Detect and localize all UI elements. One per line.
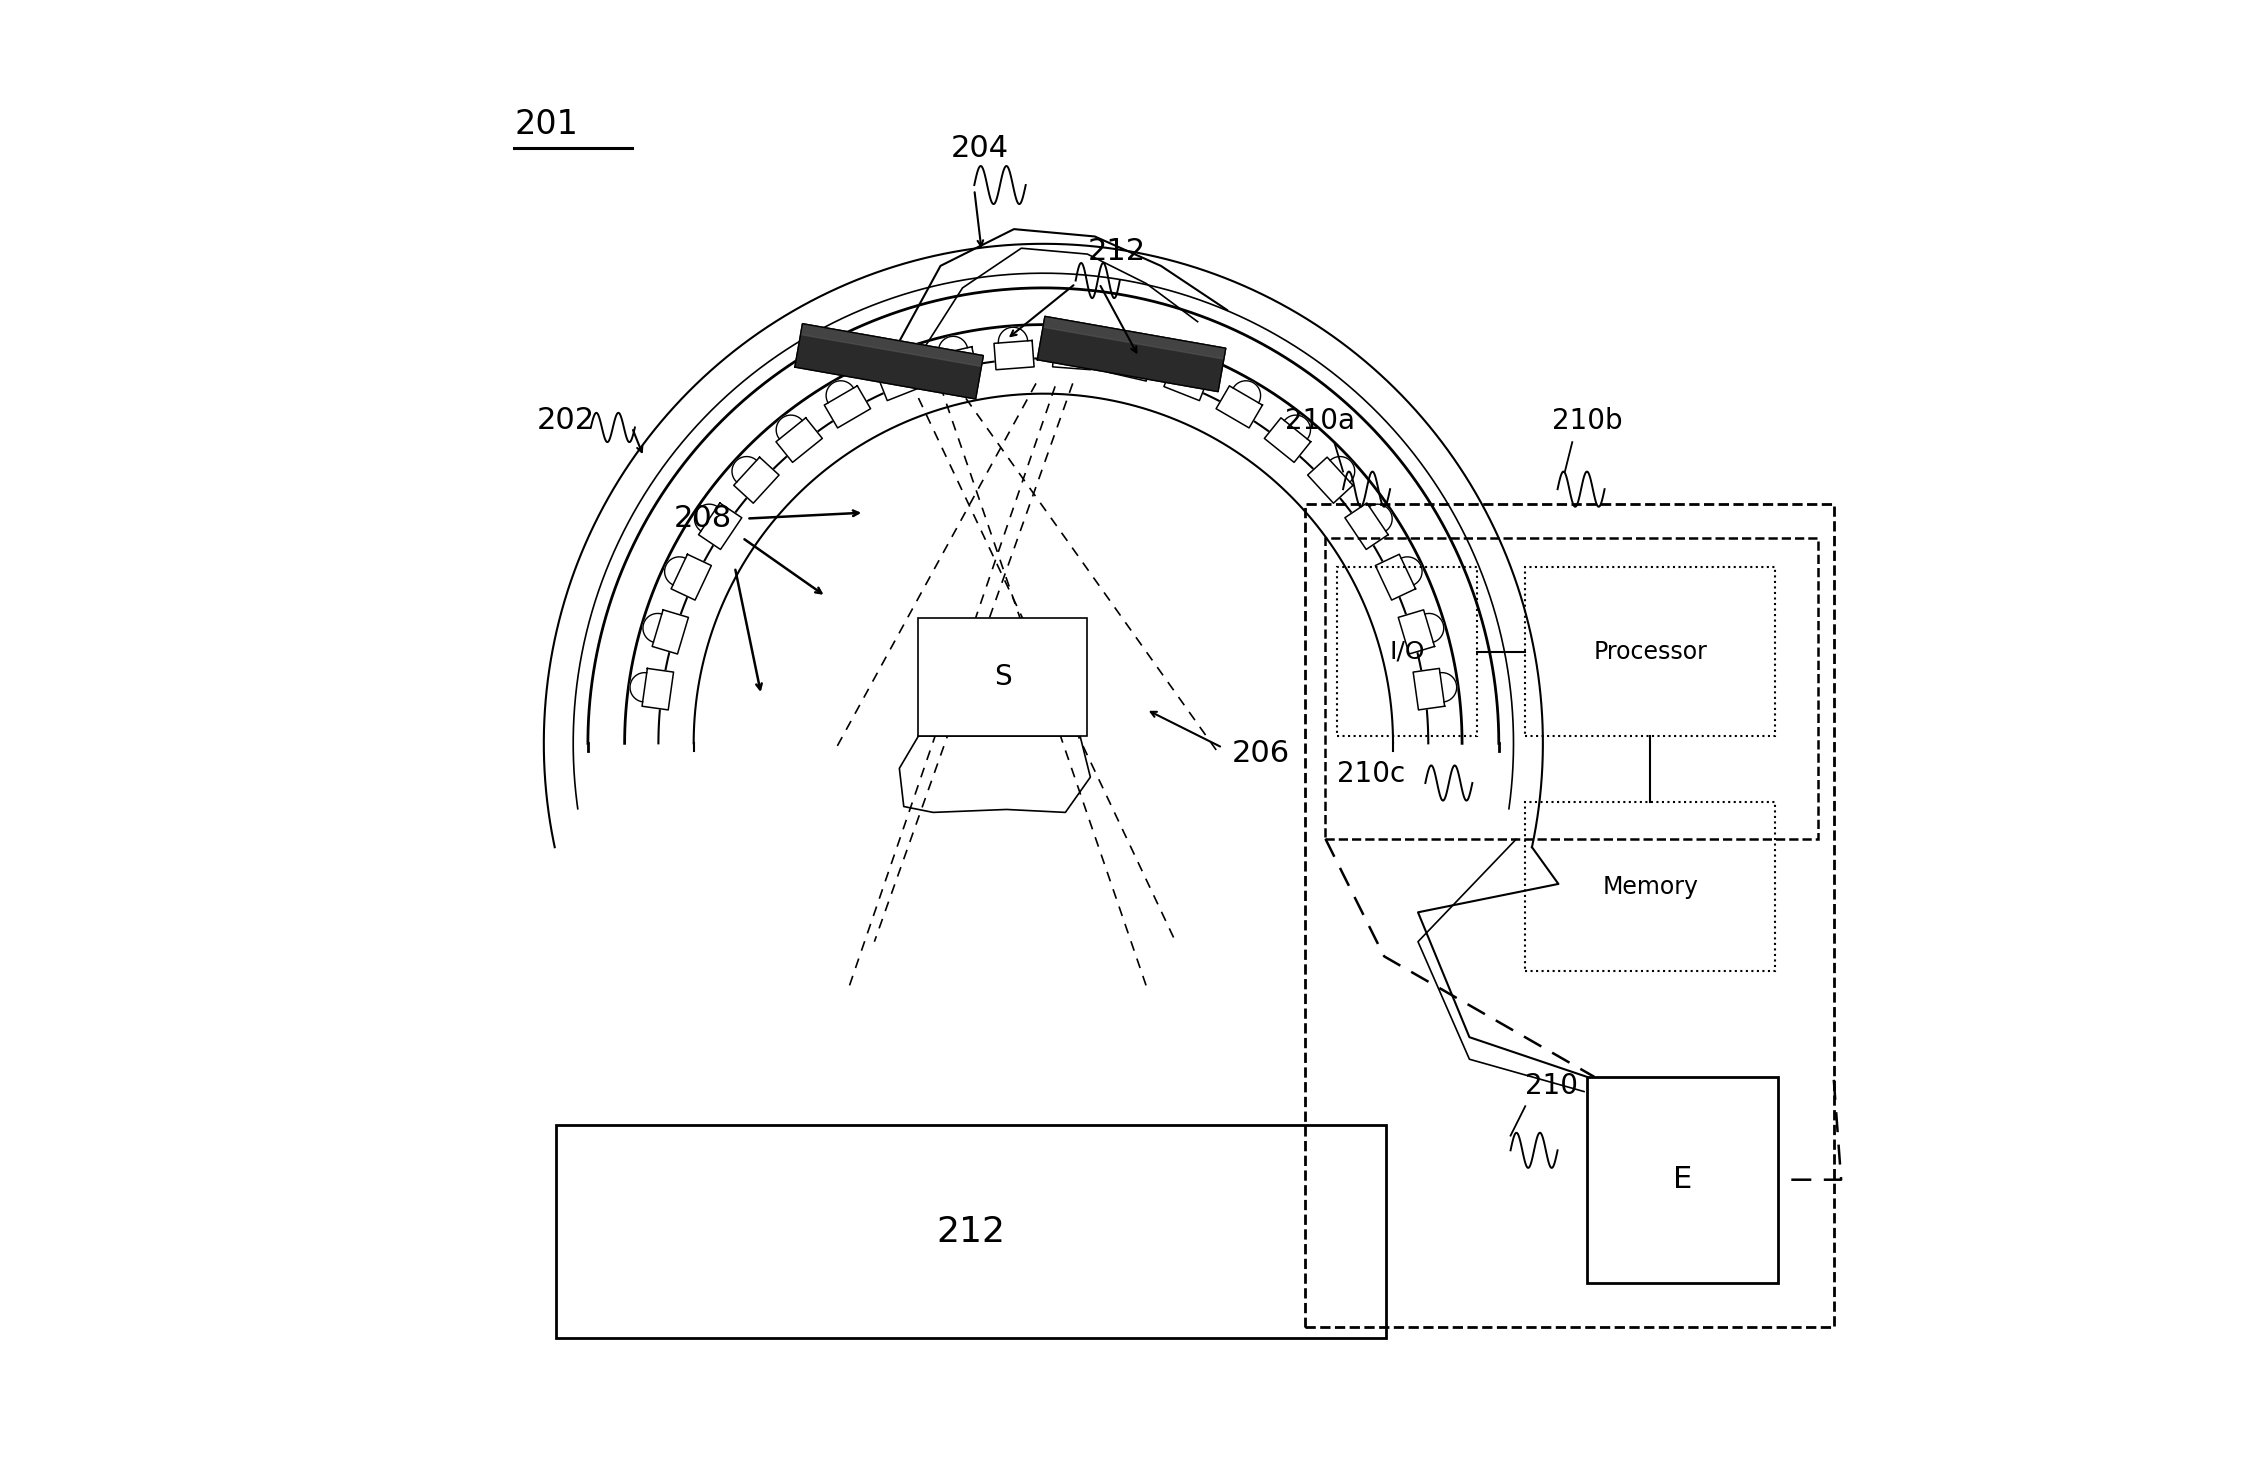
Polygon shape	[733, 458, 778, 503]
Polygon shape	[643, 614, 661, 642]
Polygon shape	[826, 381, 853, 403]
Polygon shape	[695, 505, 717, 531]
Polygon shape	[1426, 614, 1444, 642]
Polygon shape	[1233, 381, 1260, 403]
Polygon shape	[1344, 503, 1387, 549]
Polygon shape	[1265, 418, 1310, 462]
Text: 204: 204	[950, 134, 1009, 163]
Polygon shape	[1401, 556, 1421, 584]
Polygon shape	[998, 327, 1027, 343]
Bar	[554, 1125, 1385, 1338]
Polygon shape	[1308, 458, 1353, 503]
Polygon shape	[1369, 505, 1392, 531]
Bar	[1586, 1078, 1779, 1282]
Polygon shape	[1163, 362, 1208, 400]
Polygon shape	[1399, 609, 1435, 654]
Text: 212: 212	[1089, 237, 1145, 266]
Text: 210c: 210c	[1337, 760, 1405, 788]
Polygon shape	[801, 324, 984, 367]
Bar	[919, 618, 1089, 736]
Text: I/O: I/O	[1389, 639, 1426, 664]
Polygon shape	[665, 556, 686, 584]
Polygon shape	[643, 668, 674, 710]
Text: 202: 202	[536, 406, 595, 434]
Text: S: S	[993, 664, 1012, 692]
Polygon shape	[1120, 336, 1147, 355]
Polygon shape	[878, 362, 923, 400]
Polygon shape	[824, 386, 871, 428]
Polygon shape	[629, 673, 647, 702]
Bar	[1306, 503, 1833, 1326]
Polygon shape	[1177, 355, 1206, 374]
Text: 210a: 210a	[1285, 406, 1356, 434]
Text: Memory: Memory	[1602, 874, 1697, 898]
Bar	[1525, 802, 1774, 972]
Polygon shape	[794, 324, 984, 399]
Polygon shape	[1331, 456, 1356, 481]
Bar	[1326, 537, 1817, 839]
Text: 210b: 210b	[1552, 406, 1623, 434]
Polygon shape	[672, 555, 711, 601]
Polygon shape	[1285, 415, 1310, 439]
Polygon shape	[1215, 386, 1263, 428]
Text: 208: 208	[674, 503, 731, 533]
Text: 210: 210	[1525, 1073, 1577, 1101]
Polygon shape	[1043, 316, 1227, 359]
Polygon shape	[776, 415, 803, 439]
Polygon shape	[1412, 668, 1444, 710]
Polygon shape	[1439, 673, 1457, 702]
Polygon shape	[652, 609, 688, 654]
Polygon shape	[1109, 347, 1152, 381]
Bar	[1525, 567, 1774, 736]
Text: 206: 206	[1231, 739, 1290, 768]
Polygon shape	[1059, 327, 1089, 343]
Text: 212: 212	[937, 1214, 1005, 1248]
Text: Processor: Processor	[1593, 639, 1706, 664]
Polygon shape	[731, 456, 756, 481]
Polygon shape	[939, 336, 969, 355]
Bar	[1337, 567, 1478, 736]
Polygon shape	[935, 347, 978, 381]
Text: E: E	[1672, 1166, 1693, 1194]
Polygon shape	[1376, 555, 1417, 601]
Polygon shape	[993, 340, 1034, 369]
Polygon shape	[880, 355, 910, 374]
Polygon shape	[1036, 316, 1227, 392]
Polygon shape	[776, 418, 821, 462]
Polygon shape	[699, 503, 742, 549]
Polygon shape	[1052, 340, 1093, 369]
Text: 201: 201	[514, 107, 579, 141]
